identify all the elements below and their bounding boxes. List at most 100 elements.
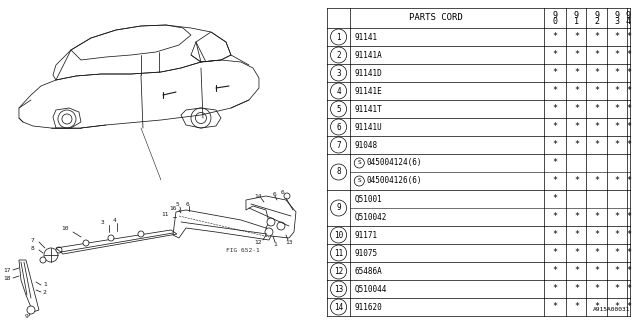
Text: *: * [626,230,631,239]
Text: 6: 6 [336,123,341,132]
Text: *: * [626,267,631,276]
Text: *: * [574,68,579,77]
Text: *: * [614,105,620,114]
Text: S: S [357,161,361,165]
Text: *: * [594,140,599,149]
Text: *: * [594,284,599,293]
Text: 10: 10 [61,226,68,230]
Text: 91141E: 91141E [354,86,382,95]
Text: 91048: 91048 [354,140,378,149]
Text: FIG 652-1: FIG 652-1 [226,247,260,252]
Text: *: * [574,51,579,60]
Text: 0: 0 [553,17,557,26]
Text: *: * [614,212,620,221]
Text: *: * [574,177,579,186]
Text: *: * [574,230,579,239]
Text: *: * [594,230,599,239]
Text: 17: 17 [3,268,10,273]
Text: *: * [614,249,620,258]
Text: 8: 8 [31,245,35,251]
Circle shape [83,240,89,246]
Text: 7: 7 [336,140,341,149]
Text: S: S [357,179,361,183]
Text: 9: 9 [626,11,631,20]
Text: 18: 18 [3,276,10,281]
Text: *: * [626,284,631,293]
Text: *: * [614,140,620,149]
Text: 3: 3 [336,68,341,77]
Text: 6: 6 [273,191,276,196]
Circle shape [40,257,46,263]
Text: PARTS CORD: PARTS CORD [409,13,462,22]
Circle shape [44,248,58,262]
Text: 16: 16 [169,205,177,211]
Text: 4: 4 [626,17,631,26]
Text: Q510042: Q510042 [354,212,387,221]
Text: *: * [574,123,579,132]
Text: 10: 10 [334,230,343,239]
Text: 045004126(6): 045004126(6) [366,177,422,186]
Text: *: * [614,51,620,60]
Text: 911620: 911620 [354,302,382,311]
Text: *: * [553,230,557,239]
Text: *: * [594,177,599,186]
Text: *: * [553,284,557,293]
Text: *: * [614,177,620,186]
Text: 6: 6 [186,202,189,206]
Text: *: * [614,68,620,77]
Text: 2: 2 [594,17,599,26]
Text: *: * [594,68,599,77]
Text: 12: 12 [254,239,262,244]
Text: *: * [614,267,620,276]
Text: 1: 1 [574,17,579,26]
Text: 3: 3 [101,220,105,225]
Text: *: * [626,105,631,114]
Circle shape [56,247,62,253]
Text: *: * [626,140,631,149]
Circle shape [138,231,144,237]
Text: *: * [574,33,579,42]
Text: *: * [614,302,620,311]
Text: 9: 9 [574,11,579,20]
Text: *: * [614,86,620,95]
Text: *: * [626,86,631,95]
Text: *: * [553,302,557,311]
Text: 14: 14 [254,194,262,198]
Text: 13: 13 [285,239,292,244]
Text: *: * [626,249,631,258]
Text: 3: 3 [614,17,620,26]
Text: 11: 11 [161,212,168,218]
Text: *: * [594,302,599,311]
Text: *: * [614,33,620,42]
Text: *: * [594,123,599,132]
Text: 9: 9 [614,11,620,20]
Text: *: * [553,249,557,258]
Text: 91171: 91171 [354,230,378,239]
Text: 11: 11 [334,249,343,258]
Text: *: * [574,105,579,114]
Text: *: * [626,123,631,132]
Text: 91141T: 91141T [354,105,382,114]
Text: *: * [594,105,599,114]
Text: *: * [626,302,631,311]
Text: *: * [574,302,579,311]
Text: A915A00031: A915A00031 [593,307,630,312]
Text: *: * [594,33,599,42]
Text: 12: 12 [334,267,343,276]
Circle shape [108,235,114,241]
Text: *: * [553,195,557,204]
Text: *: * [594,249,599,258]
Text: 91075: 91075 [354,249,378,258]
Text: 9: 9 [594,11,599,20]
Text: 91141U: 91141U [354,123,382,132]
Text: *: * [574,249,579,258]
Text: *: * [574,212,579,221]
Text: *: * [626,212,631,221]
Text: Q51001: Q51001 [354,195,382,204]
Text: 1: 1 [336,33,341,42]
Text: *: * [553,86,557,95]
Text: *: * [614,230,620,239]
Circle shape [265,228,273,236]
Text: *: * [574,86,579,95]
Text: *: * [626,51,631,60]
